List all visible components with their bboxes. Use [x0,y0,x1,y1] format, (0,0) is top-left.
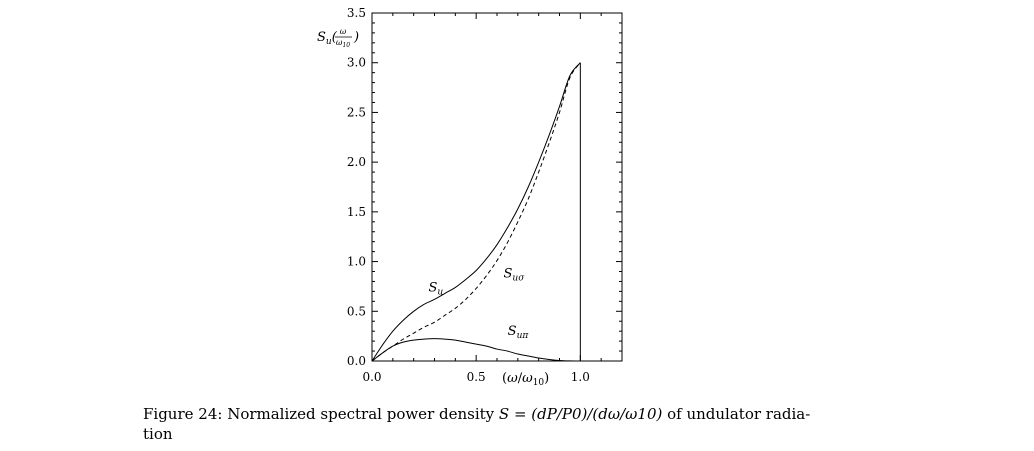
caption-prefix: Figure 24: Normalized spectral power den… [143,405,499,423]
y-tick-label: 0.5 [347,304,366,318]
annotation-su-pi: Suπ [508,324,530,341]
y-tick-label: 2.5 [347,105,366,119]
series-layer [371,62,581,362]
svg-text:): ) [353,30,359,45]
caption-formula: S = (dP/P0)/(dω/ω10) [498,405,663,423]
y-tick-label: 0.0 [347,354,366,368]
axis-tick-labels: 0.0 0.5 1.0 1.5 2.0 2.5 3.0 3.5 0.0 0.5 1.0 [347,6,590,384]
x-axis-label: (ω/ω10) [502,371,549,388]
x-tick-label: 0.0 [362,370,381,384]
x-tick-label: 1.0 [571,370,590,384]
y-tick-label: 2.0 [347,155,366,169]
y-tick-label: 1.5 [347,205,366,219]
y-tick-label: 1.0 [347,255,366,269]
series-annotations: Su Suσ Suπ [429,266,530,341]
caption-line2: tion [143,425,173,443]
svg-text:ω: ω [340,27,347,36]
series-line-su [371,62,581,362]
annotation-su: Su [429,280,444,297]
y-tick-label: 3.0 [347,56,366,70]
axis-ticks [371,12,623,362]
plot-frame [371,12,623,362]
series-line-su-sigma [371,62,581,362]
y-tick-label: 3.5 [347,6,366,20]
annotation-su-sigma: Suσ [504,266,526,283]
y-axis-label: Su( ω ω10 ) [317,27,359,49]
svg-text:Su(: Su( [317,30,338,47]
svg-text:ω10: ω10 [336,38,350,49]
series-line-su-pi [371,338,581,362]
chart-area: 0.00.51.01.52.02.53.03.50.0 0.5 1.0 SuSuσS… [317,6,623,388]
caption-suffix: of undulator radia- [662,405,811,423]
x-tick-label: 0.5 [467,370,486,384]
figure-caption: Figure 24: Normalized spectral power den… [143,404,823,444]
